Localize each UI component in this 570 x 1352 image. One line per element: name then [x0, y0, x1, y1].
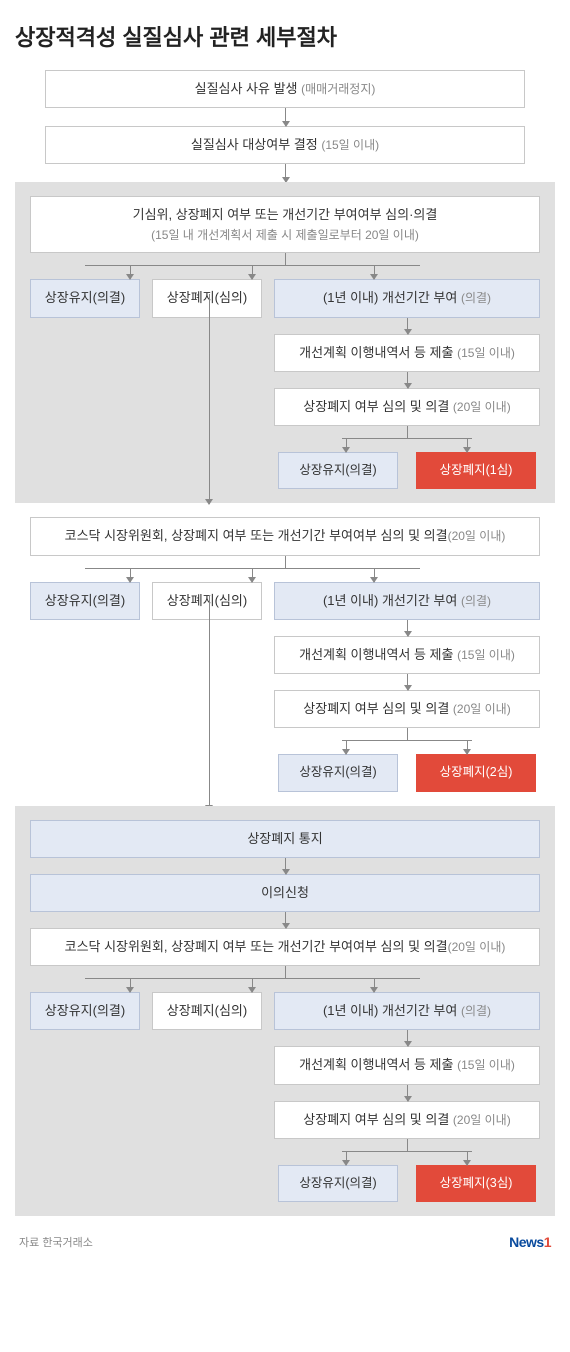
step-decision-main: 실질심사 대상여부 결정: [191, 137, 318, 152]
step-cause-main: 실질심사 사유 발생: [195, 81, 298, 96]
stage1-submit: 개선계획 이행내역서 등 제출 (15일 이내): [274, 334, 540, 372]
split: [274, 740, 540, 754]
split: [15, 568, 555, 582]
stage3-notice: 상장폐지 통지: [30, 820, 540, 858]
stage3-submit: 개선계획 이행내역서 등 제출 (15일 이내): [274, 1046, 540, 1084]
stage1-submit-main: 개선계획 이행내역서 등 제출: [299, 345, 453, 360]
stage3-result-delist: 상장폐지(3심): [416, 1165, 536, 1203]
stage3-review: 상장폐지 여부 심의 및 의결 (20일 이내): [274, 1101, 540, 1139]
stage2-result-maintain: 상장유지(의결): [278, 754, 398, 792]
stage3-submit-main: 개선계획 이행내역서 등 제출: [299, 1057, 453, 1072]
step-cause: 실질심사 사유 발생 (매매거래정지): [45, 70, 525, 108]
stage2-improve-main: (1년 이내) 개선기간 부여: [323, 593, 457, 608]
stage1-improve-main: (1년 이내) 개선기간 부여: [323, 290, 457, 305]
stage3-improve: (1년 이내) 개선기간 부여 (의결): [274, 992, 540, 1030]
stage3-header-sub: (20일 이내): [448, 940, 506, 954]
arrow: [407, 1030, 408, 1046]
stage1-result-maintain: 상장유지(의결): [278, 452, 398, 490]
arrow: [407, 1085, 408, 1101]
stage-2: 코스닥 시장위원회, 상장폐지 여부 또는 개선기간 부여여부 심의 및 의결(…: [15, 503, 555, 805]
stage1-review-main: 상장폐지 여부 심의 및 의결: [303, 399, 449, 414]
stage1-maintain: 상장유지(의결): [30, 279, 140, 317]
arrow: [285, 164, 286, 182]
stage2-review-sub: (20일 이내): [453, 702, 511, 716]
stage3-appeal: 이의신청: [30, 874, 540, 912]
stage3-maintain: 상장유지(의결): [30, 992, 140, 1030]
step-decision: 실질심사 대상여부 결정 (15일 이내): [45, 126, 525, 164]
stage2-review-main: 상장폐지 여부 심의 및 의결: [303, 701, 449, 716]
stage1-review: 상장폐지 여부 심의 및 의결 (20일 이내): [274, 388, 540, 426]
split: [15, 265, 555, 279]
arrow: [407, 426, 408, 438]
stage3-improve-sub: (의결): [461, 1004, 491, 1018]
stage2-delist: 상장폐지(심의): [152, 582, 262, 620]
stage3-review-main: 상장폐지 여부 심의 및 의결: [303, 1112, 449, 1127]
stage-1: 기심위, 상장폐지 여부 또는 개선기간 부여여부 심의·의결 (15일 내 개…: [15, 182, 555, 503]
source: 자료 한국거래소: [19, 1234, 93, 1250]
stage2-submit: 개선계획 이행내역서 등 제출 (15일 이내): [274, 636, 540, 674]
stage1-review-sub: (20일 이내): [453, 400, 511, 414]
stage2-header-sub: (20일 이내): [448, 529, 506, 543]
stage3-delist: 상장폐지(심의): [152, 992, 262, 1030]
step-decision-sub: (15일 이내): [321, 138, 379, 152]
stage1-header-sub: (15일 내 개선계획서 제출 시 제출일로부터 20일 이내): [41, 227, 529, 244]
logo-text: News: [509, 1234, 544, 1250]
stage1-delist: 상장폐지(심의): [152, 279, 262, 317]
stage1-submit-sub: (15일 이내): [457, 346, 515, 360]
arrow: [285, 858, 286, 874]
stage2-header: 코스닥 시장위원회, 상장폐지 여부 또는 개선기간 부여여부 심의 및 의결(…: [30, 517, 540, 555]
step-cause-sub: (매매거래정지): [301, 82, 375, 96]
stage-3: 상장폐지 통지 이의신청 코스닥 시장위원회, 상장폐지 여부 또는 개선기간 …: [15, 806, 555, 1217]
stage2-improve-sub: (의결): [461, 594, 491, 608]
stage1-result-delist: 상장폐지(1심): [416, 452, 536, 490]
stage1-header-main: 기심위, 상장폐지 여부 또는 개선기간 부여여부 심의·의결: [41, 206, 529, 224]
stage3-header: 코스닥 시장위원회, 상장폐지 여부 또는 개선기간 부여여부 심의 및 의결(…: [30, 928, 540, 966]
stage2-maintain: 상장유지(의결): [30, 582, 140, 620]
stage2-submit-main: 개선계획 이행내역서 등 제출: [299, 647, 453, 662]
arrow: [407, 674, 408, 690]
stage3-review-sub: (20일 이내): [453, 1113, 511, 1127]
stage3-improve-main: (1년 이내) 개선기간 부여: [323, 1003, 457, 1018]
stage2-review: 상장폐지 여부 심의 및 의결 (20일 이내): [274, 690, 540, 728]
arrow-long: [209, 294, 210, 504]
stage2-result-delist: 상장폐지(2심): [416, 754, 536, 792]
split: [15, 978, 555, 992]
arrow-long: [209, 595, 210, 810]
arrow: [407, 1139, 408, 1151]
page-title: 상장적격성 실질심사 관련 세부절차: [15, 20, 555, 52]
arrow: [285, 966, 286, 978]
logo-num: 1: [544, 1234, 551, 1250]
arrow: [407, 620, 408, 636]
arrow: [285, 912, 286, 928]
arrow: [285, 556, 286, 568]
source-value: 한국거래소: [42, 1237, 93, 1249]
stage1-improve-sub: (의결): [461, 291, 491, 305]
stage3-result-maintain: 상장유지(의결): [278, 1165, 398, 1203]
arrow: [285, 253, 286, 265]
footer: 자료 한국거래소 News1: [15, 1234, 555, 1250]
arrow: [407, 372, 408, 388]
arrow: [407, 318, 408, 334]
stage3-submit-sub: (15일 이내): [457, 1058, 515, 1072]
split: [274, 438, 540, 452]
stage2-header-main: 코스닥 시장위원회, 상장폐지 여부 또는 개선기간 부여여부 심의 및 의결: [65, 528, 448, 543]
split: [274, 1151, 540, 1165]
stage3-header-main: 코스닥 시장위원회, 상장폐지 여부 또는 개선기간 부여여부 심의 및 의결: [65, 939, 448, 954]
stage2-improve: (1년 이내) 개선기간 부여 (의결): [274, 582, 540, 620]
source-label: 자료: [19, 1237, 39, 1249]
arrow: [285, 108, 286, 126]
stage2-submit-sub: (15일 이내): [457, 648, 515, 662]
stage1-improve: (1년 이내) 개선기간 부여 (의결): [274, 279, 540, 317]
arrow: [407, 728, 408, 740]
stage1-header: 기심위, 상장폐지 여부 또는 개선기간 부여여부 심의·의결 (15일 내 개…: [30, 196, 540, 253]
logo: News1: [509, 1234, 551, 1250]
